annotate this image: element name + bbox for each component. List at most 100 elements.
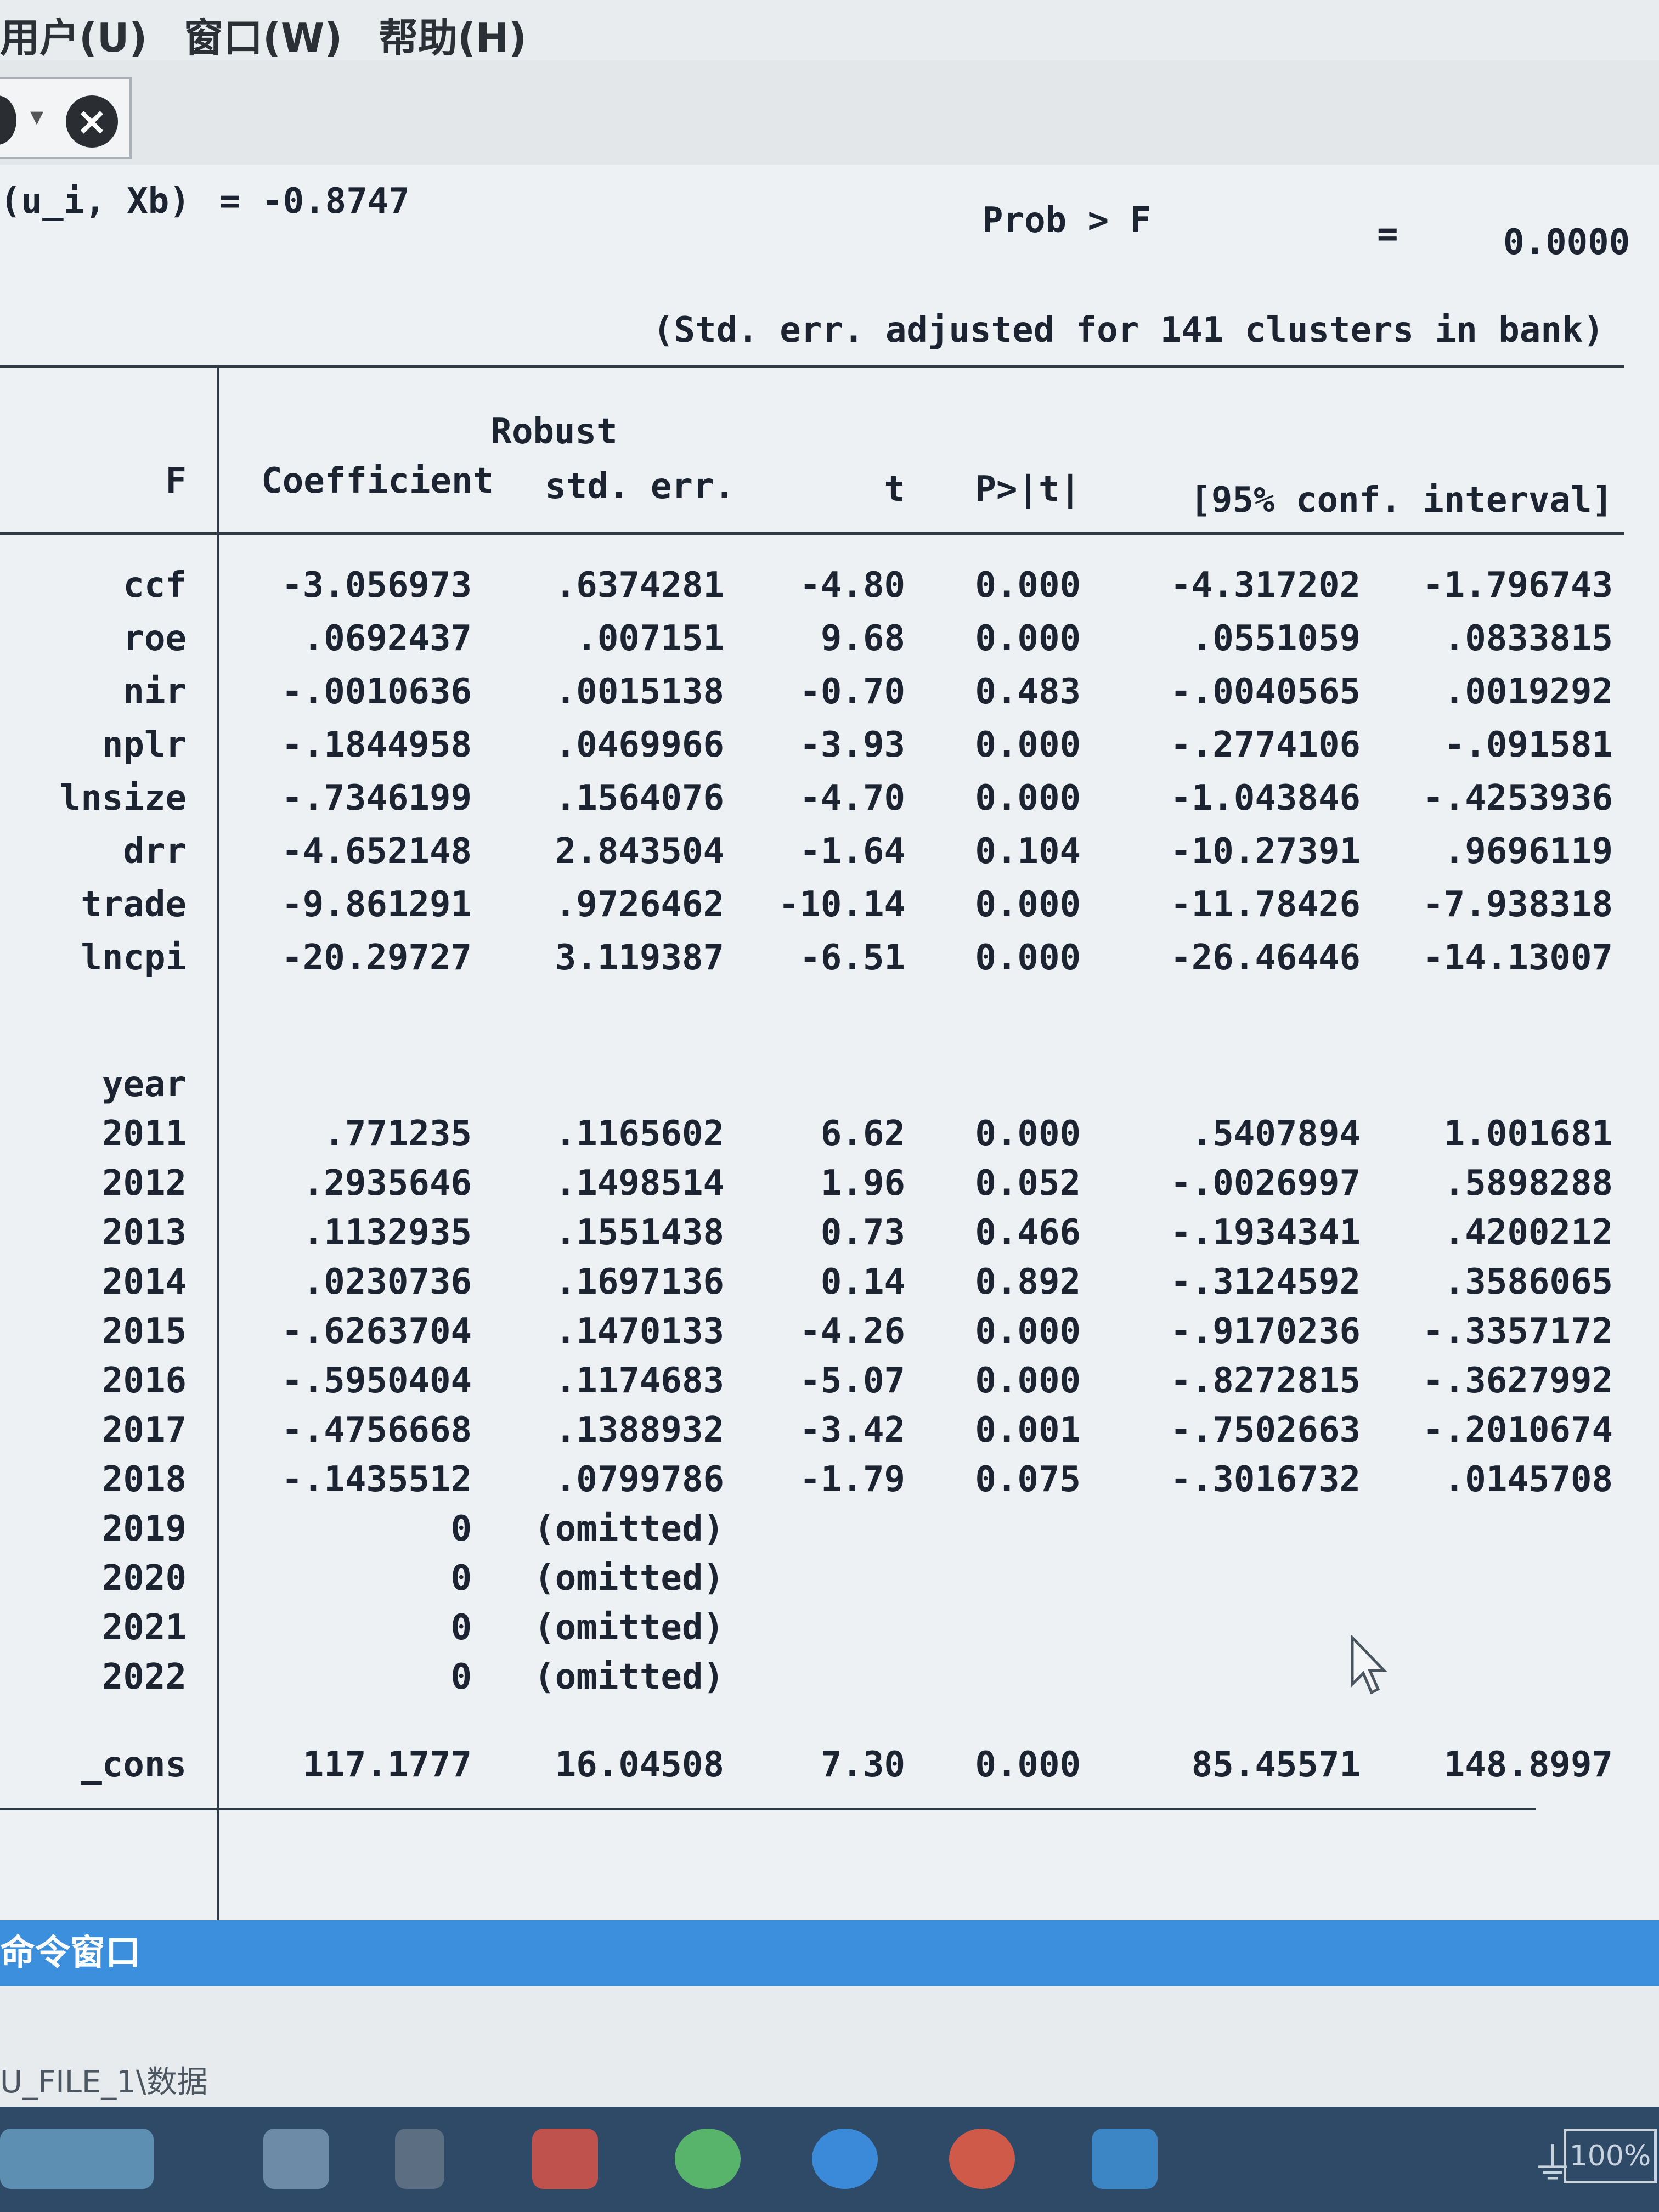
se-value: .1551438 <box>555 1212 724 1253</box>
mouse-pointer-icon <box>1351 1635 1387 1695</box>
coef-value: -.1435512 <box>281 1459 472 1500</box>
coef-value: .2935646 <box>302 1163 472 1204</box>
ci-upper: -1.796743 <box>1423 565 1613 606</box>
header-ci: [95% conf. interval] <box>1190 480 1613 521</box>
header-var: F <box>165 461 187 501</box>
coef-value: -4.652148 <box>281 831 472 872</box>
t-value: -5.07 <box>799 1361 905 1401</box>
se-value: 16.04508 <box>555 1745 724 1785</box>
t-value: 0.73 <box>820 1212 905 1253</box>
toolbar: ▾ × <box>0 60 1659 165</box>
p-value: 0.001 <box>975 1410 1081 1451</box>
se-value: .1388932 <box>555 1410 724 1451</box>
file-icon[interactable] <box>395 2129 444 2189</box>
ci-lower: -.2774106 <box>1170 725 1361 765</box>
p-value: 0.000 <box>975 618 1081 659</box>
year-label: 2019 <box>101 1509 187 1549</box>
menu-user[interactable]: 用户(U) <box>0 15 148 61</box>
menu-window[interactable]: 窗口(W) <box>184 15 343 61</box>
year-group-label: year <box>101 1064 187 1105</box>
ci-upper: -7.938318 <box>1423 884 1613 925</box>
menu-help[interactable]: 帮助(H) <box>379 15 527 61</box>
se-value: (omitted) <box>534 1558 724 1599</box>
ci-lower: -1.043846 <box>1170 778 1361 819</box>
p-value: 0.483 <box>975 672 1081 712</box>
coef-value: .0692437 <box>302 618 472 659</box>
apps-icon[interactable] <box>263 2129 329 2189</box>
p-value: 0.000 <box>975 1361 1081 1401</box>
se-value: .007151 <box>576 618 724 659</box>
variable-name: ccf <box>123 565 187 606</box>
table-divider <box>217 365 219 2044</box>
coef-value: -.6263704 <box>281 1311 472 1352</box>
ci-lower: .0551059 <box>1191 618 1361 659</box>
corr-label: (u_i, Xb) <box>0 181 190 222</box>
menu-bar: 用户(U) 窗口(W) 帮助(H) <box>0 0 1659 61</box>
se-value: .6374281 <box>555 565 724 606</box>
coef-value: -.5950404 <box>281 1361 472 1401</box>
p-value: 0.052 <box>975 1163 1081 1204</box>
variable-name: roe <box>123 618 187 659</box>
t-value: 7.30 <box>820 1745 905 1785</box>
coef-value: 0 <box>450 1509 472 1549</box>
working-directory: U_FILE_1\数据 <box>0 2064 208 2100</box>
year-label: 2015 <box>101 1311 187 1352</box>
t-value: -1.79 <box>799 1459 905 1500</box>
cluster-note: (Std. err. adjusted for 141 clusters in … <box>653 310 1604 351</box>
coef-value: -20.29727 <box>281 938 472 978</box>
year-label: 2018 <box>101 1459 187 1500</box>
coef-value: -.0010636 <box>281 672 472 712</box>
coef-value: 0 <box>450 1657 472 1697</box>
ci-lower: -4.317202 <box>1170 565 1361 606</box>
ci-upper: .4200212 <box>1443 1212 1613 1253</box>
close-icon[interactable]: × <box>66 95 118 148</box>
prob-label: Prob > F <box>982 200 1152 241</box>
ci-lower: -.3016732 <box>1170 1459 1361 1500</box>
coef-value: -3.056973 <box>281 565 472 606</box>
header-robust: Robust <box>490 411 618 452</box>
p-value: 0.000 <box>975 1745 1081 1785</box>
ci-upper: .0145708 <box>1443 1459 1613 1500</box>
ci-upper: .9696119 <box>1443 831 1613 872</box>
command-area[interactable]: U_FILE_1\数据 <box>0 1986 1659 2107</box>
variable-name: drr <box>123 831 187 872</box>
toolbar-group: ▾ × <box>0 77 132 159</box>
ci-lower: -.0026997 <box>1170 1163 1361 1204</box>
coef-value: 0 <box>450 1607 472 1648</box>
se-value: 2.843504 <box>555 831 724 872</box>
power-icon: ⏚ <box>1531 2138 1575 2190</box>
ci-upper: -.3357172 <box>1423 1311 1613 1352</box>
t-value: 6.62 <box>820 1114 905 1154</box>
t-value: 1.96 <box>820 1163 905 1204</box>
t-value: -1.64 <box>799 831 905 872</box>
year-label: 2014 <box>101 1262 187 1302</box>
p-value: 0.104 <box>975 831 1081 872</box>
year-label: 2011 <box>101 1114 187 1154</box>
ci-upper: .5898288 <box>1443 1163 1613 1204</box>
p-value: 0.000 <box>975 725 1081 765</box>
ci-upper: -.091581 <box>1443 725 1613 765</box>
year-label: 2013 <box>101 1212 187 1253</box>
chevron-down-icon[interactable]: ▾ <box>30 101 44 132</box>
ci-upper: .0833815 <box>1443 618 1613 659</box>
p-value: 0.075 <box>975 1459 1081 1500</box>
toolbar-button[interactable] <box>0 95 16 145</box>
p-value: 0.000 <box>975 1311 1081 1352</box>
desktop-thumbnail[interactable] <box>0 2129 154 2189</box>
ci-lower: -.9170236 <box>1170 1311 1361 1352</box>
p-value: 0.892 <box>975 1262 1081 1302</box>
se-value: .0469966 <box>555 725 724 765</box>
coef-value: 117.1777 <box>302 1745 472 1785</box>
wechat-icon[interactable] <box>675 2129 741 2189</box>
t-value: -3.42 <box>799 1410 905 1451</box>
pdf-icon[interactable] <box>1092 2129 1158 2189</box>
ci-upper: 148.8997 <box>1443 1745 1613 1785</box>
edge-icon[interactable] <box>812 2129 878 2189</box>
se-value: (omitted) <box>534 1607 724 1648</box>
t-value: -4.70 <box>799 778 905 819</box>
ci-lower: 85.45571 <box>1191 1745 1361 1785</box>
wps-icon[interactable] <box>532 2129 598 2189</box>
variable-name: lnsize <box>59 778 187 819</box>
chrome-icon[interactable] <box>949 2129 1015 2189</box>
p-value: 0.000 <box>975 884 1081 925</box>
